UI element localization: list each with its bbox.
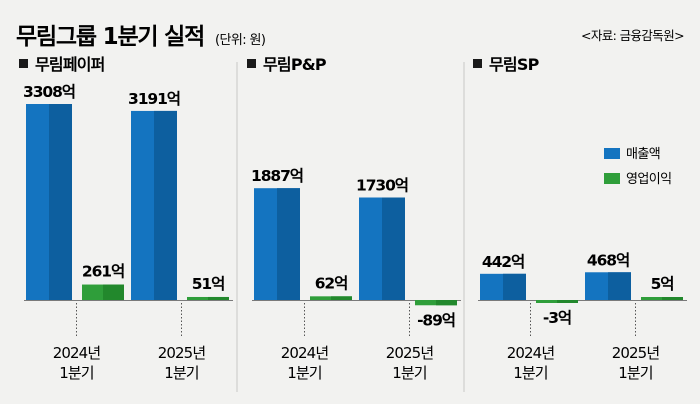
bar-revenue-shade [277, 188, 300, 300]
bar-op-income-shade [103, 284, 124, 300]
legend: 매출액 영업이익 [604, 147, 672, 187]
panel-1: 무림페이퍼 3308억 261억 2024년 1분기 3191억 51억 2025년 1분기 [19, 55, 233, 382]
panel-title-marker [247, 59, 256, 68]
value-label-op-income: 51억 [192, 274, 225, 293]
legend-swatch-revenue [604, 148, 620, 159]
value-label-op-income: -3억 [543, 308, 571, 327]
panel-title: 무림SP [489, 55, 540, 74]
value-label-revenue: 1730억 [356, 175, 408, 194]
value-label-op-income: 62억 [315, 273, 348, 292]
panel-title-marker [19, 59, 28, 68]
legend-swatch-op-income [604, 173, 620, 184]
value-label-revenue: 3308억 [23, 82, 75, 101]
bar-op-income-shade [331, 296, 352, 300]
category-label: 2024년 1분기 [53, 344, 101, 382]
bar-op-income-shade [557, 300, 578, 303]
category-label: 2025년 1분기 [158, 344, 206, 382]
value-label-revenue: 3191억 [128, 89, 180, 108]
bar-revenue-shade [382, 197, 405, 300]
value-label-revenue: 468억 [587, 250, 629, 269]
legend-label-revenue: 매출액 [626, 147, 660, 162]
bar-revenue-shade [49, 104, 72, 300]
bar-revenue-shade [503, 273, 526, 300]
source-label: <자료: 금융감독원> [581, 28, 684, 43]
panel-title-marker [473, 59, 482, 68]
bar-op-income-shade [662, 297, 683, 300]
bar-revenue-shade [154, 110, 177, 300]
category-label: 2025년 1분기 [612, 344, 660, 382]
chart-title: 무림그룹 1분기 실적 [16, 24, 204, 50]
bar-op-income-shade [436, 300, 457, 306]
panel-2: 무림P&P 1887억 62억 2024년 1분기 1730억 -89억 2025년 1분기 [247, 55, 461, 382]
value-label-op-income: 5억 [651, 274, 674, 293]
category-label: 2024년 1분기 [507, 344, 555, 382]
bar-op-income-shade [208, 296, 229, 300]
category-label: 2024년 1분기 [281, 344, 329, 382]
panel-title: 무림페이퍼 [35, 55, 105, 74]
bar-revenue-shade [608, 272, 631, 300]
panel-title: 무림P&P [263, 55, 327, 74]
value-label-op-income: 261억 [82, 262, 124, 281]
category-label: 2025년 1분기 [386, 344, 434, 382]
legend-label-op-income: 영업이익 [626, 172, 671, 187]
value-label-revenue: 1887억 [251, 166, 303, 185]
unit-label: (단위: 원) [215, 33, 265, 48]
value-label-revenue: 442억 [482, 252, 524, 271]
value-label-op-income: -89억 [417, 310, 455, 329]
panel-3: 무림SP 442억 -3억 2024년 1분기 468억 5억 2025년 1분기 [473, 55, 687, 382]
